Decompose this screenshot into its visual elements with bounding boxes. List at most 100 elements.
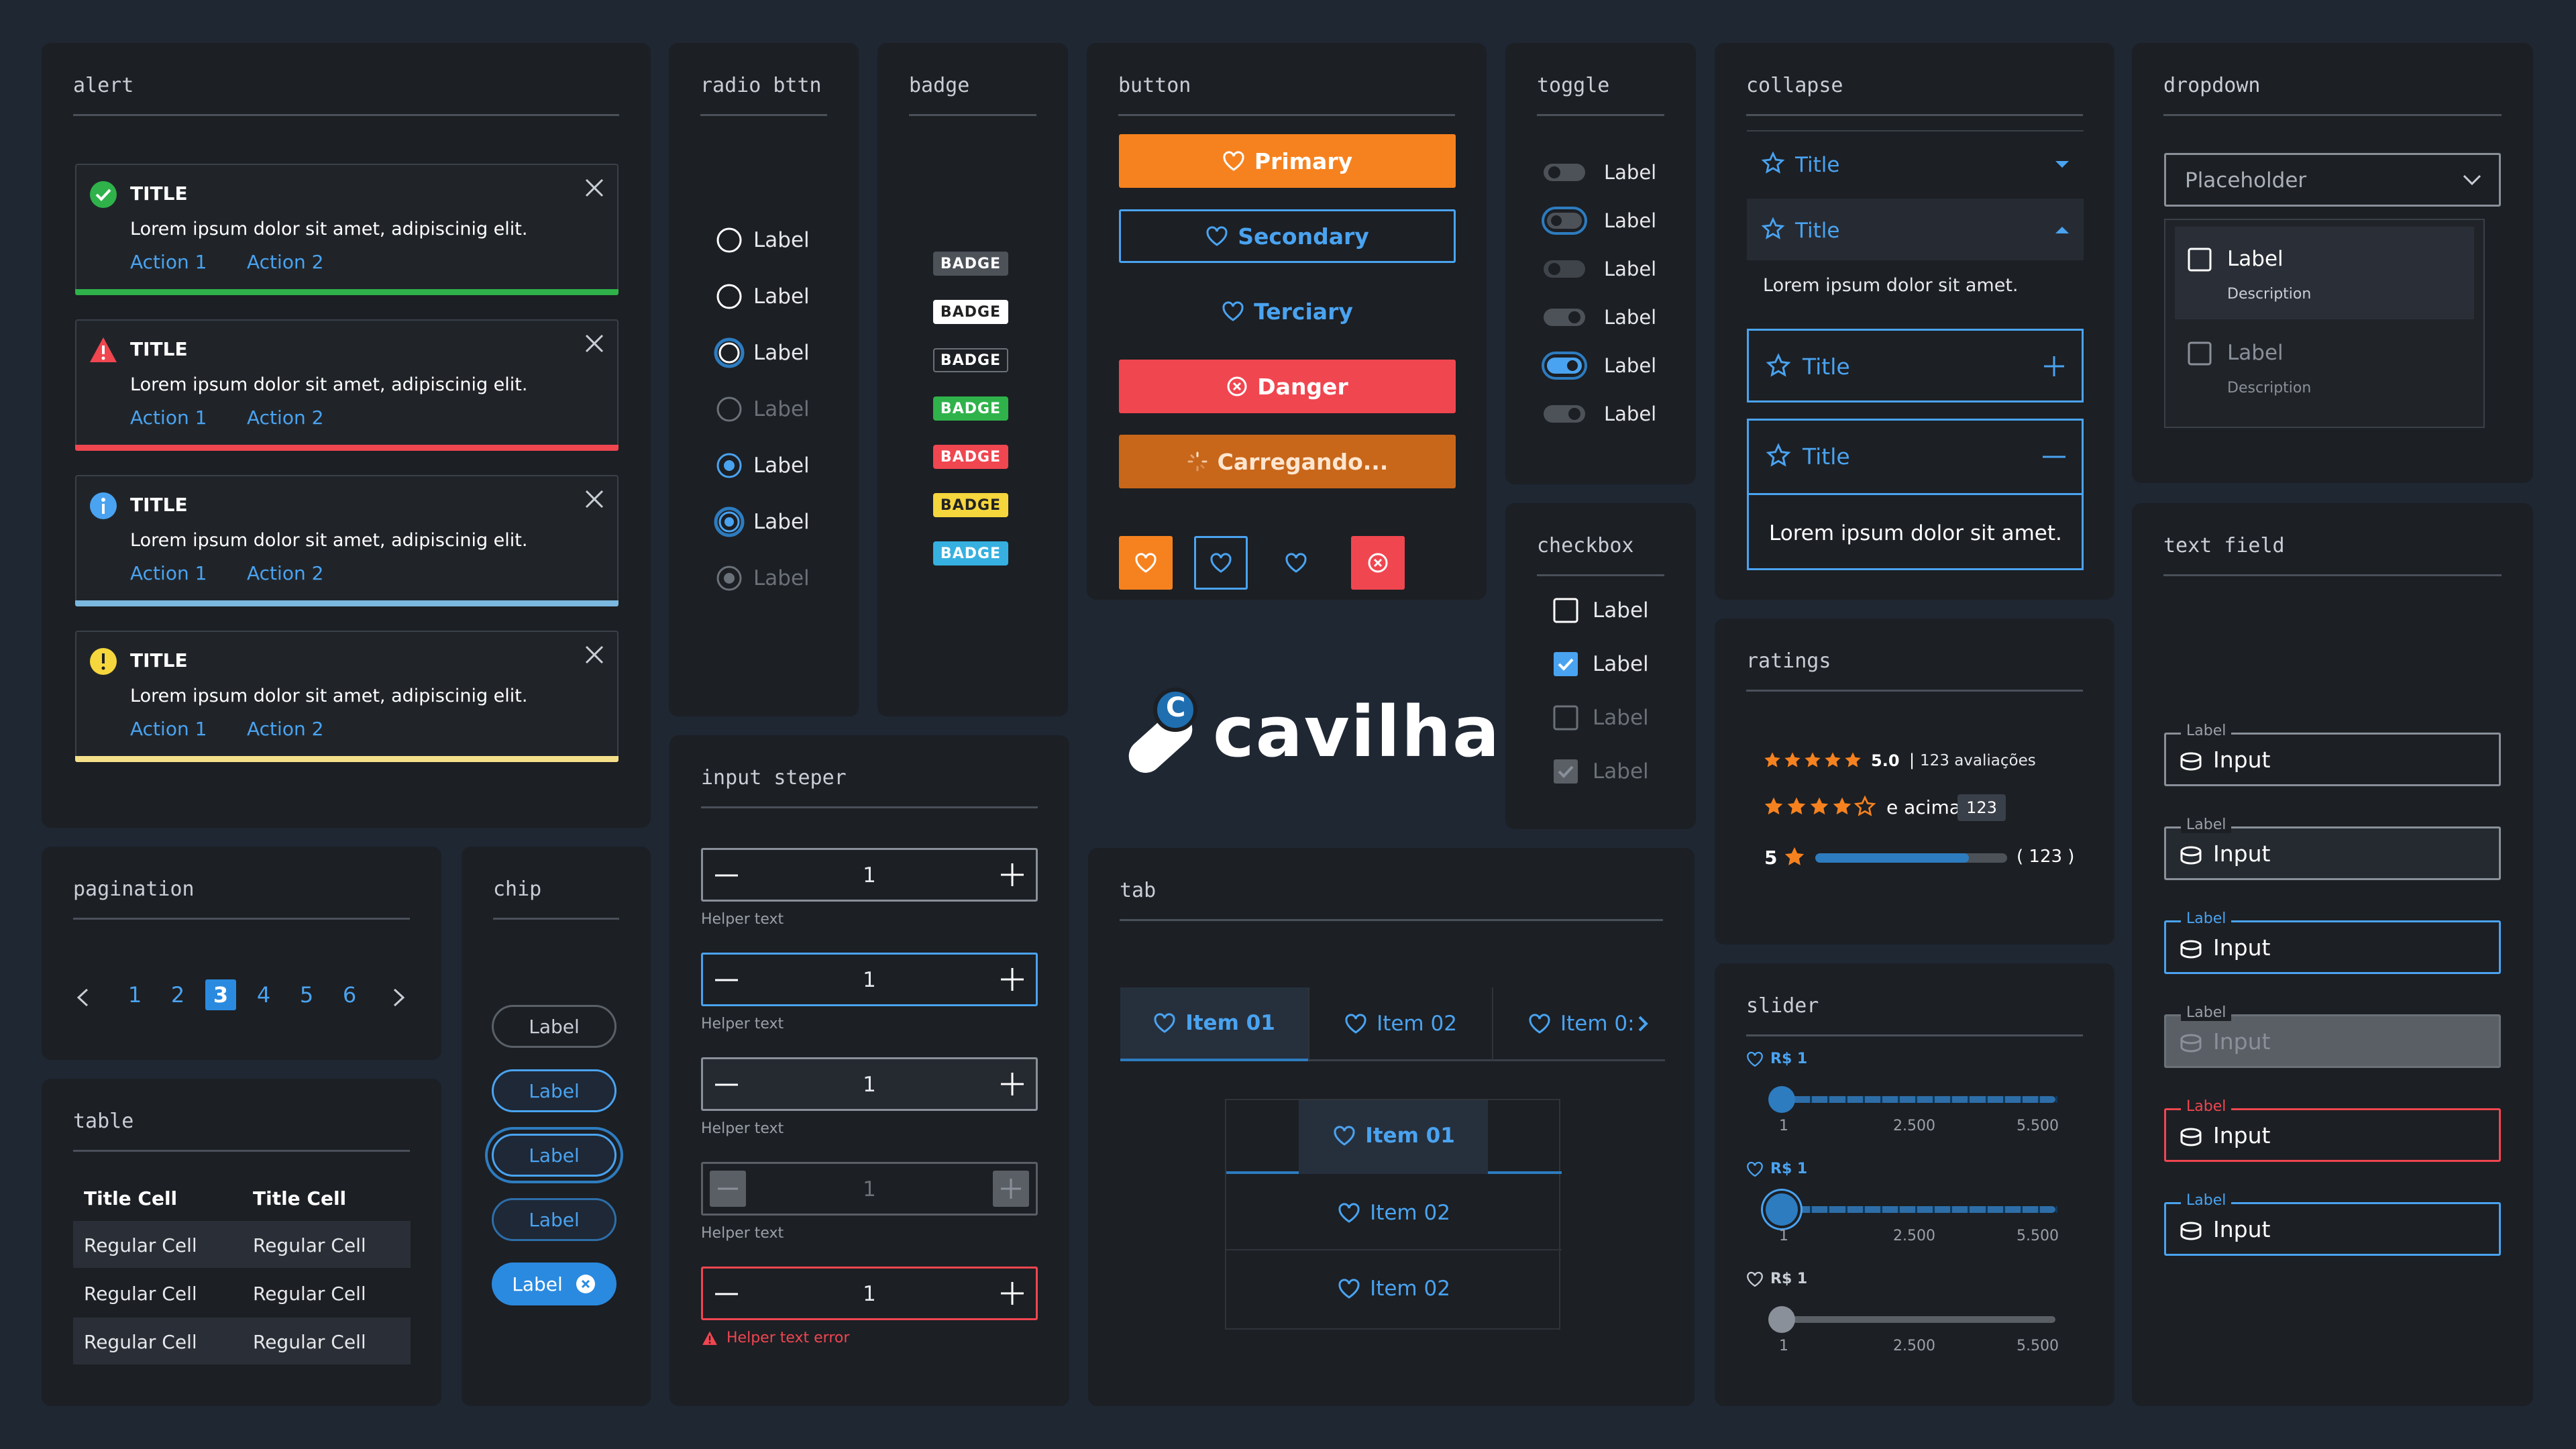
page-current[interactable]: 3 [205, 979, 236, 1010]
tertiary-button[interactable]: Terciary [1119, 284, 1456, 338]
slider-track[interactable] [1775, 1316, 2055, 1323]
checkbox[interactable]: Label [1552, 596, 1649, 625]
close-icon[interactable] [584, 488, 605, 510]
text-field-default[interactable]: Label Input [2164, 722, 2501, 786]
chip-outline[interactable]: Label [492, 1069, 616, 1112]
toggle-switch[interactable]: Label [1542, 352, 1656, 380]
slider-thumb[interactable] [1768, 1306, 1795, 1333]
checkbox-disabled[interactable]: Label [1552, 703, 1649, 733]
slider-thumb[interactable] [1766, 1193, 1798, 1226]
table-row[interactable]: Regular Cell Regular Cell [73, 1269, 411, 1316]
minus-icon[interactable] [715, 1083, 738, 1086]
close-icon[interactable] [584, 644, 605, 665]
collapse-item-expanded[interactable]: Title Lorem ipsum dolor sit amet. [1747, 419, 2084, 570]
tab-item-active[interactable]: Item 01 [1226, 1100, 1562, 1174]
dropdown-option[interactable]: Label Description [2175, 227, 2474, 319]
plus-icon[interactable] [1001, 1073, 1024, 1095]
alert-action-2[interactable]: Action 2 [247, 251, 324, 273]
text-field-error[interactable]: Label Input [2164, 1098, 2501, 1162]
page-number[interactable]: 1 [127, 982, 142, 1008]
stepper-value[interactable]: 1 [863, 1177, 876, 1201]
chevron-right-icon[interactable] [1638, 1015, 1648, 1032]
radio-button[interactable]: Label [714, 506, 810, 537]
close-circle-icon[interactable] [575, 1273, 596, 1295]
tab-item[interactable]: Item 02 [1226, 1177, 1562, 1250]
primary-button[interactable]: Primary [1119, 134, 1456, 188]
tab-item[interactable]: Item 0: [1492, 987, 1665, 1061]
chevron-right-icon[interactable] [392, 987, 407, 1008]
close-icon[interactable] [584, 177, 605, 199]
alert-action-2[interactable]: Action 2 [247, 718, 324, 740]
collapse-item-open[interactable]: Title [1747, 199, 2084, 260]
helper-text-error: Helper text error [701, 1330, 849, 1346]
tab-item[interactable]: Item 02 [1226, 1252, 1562, 1326]
alert-action-1[interactable]: Action 1 [130, 718, 207, 740]
toggle-switch-disabled[interactable]: Label [1542, 256, 1656, 282]
table-row[interactable]: Regular Cell Regular Cell [73, 1221, 411, 1268]
page-number[interactable]: 6 [342, 982, 357, 1008]
text-field-disabled[interactable]: Label Input [2164, 1004, 2501, 1068]
stepper-value[interactable]: 1 [863, 1073, 876, 1097]
toggle-switch[interactable]: Label [1542, 207, 1656, 235]
radio-button-disabled[interactable]: Label [716, 396, 810, 423]
slider-track[interactable] [1775, 1096, 2057, 1103]
alert-action-1[interactable]: Action 1 [130, 562, 207, 584]
danger-button[interactable]: Danger [1119, 360, 1456, 413]
plus-icon[interactable] [1001, 1282, 1024, 1305]
alert-action-2[interactable]: Action 2 [247, 407, 324, 429]
collapse-item-closed[interactable]: Title [1747, 329, 2084, 402]
alert-action-1[interactable]: Action 1 [130, 251, 207, 273]
tab-item[interactable]: Item 02 [1308, 987, 1492, 1061]
minus-icon[interactable] [715, 874, 738, 877]
star-outline-icon [1761, 217, 1785, 239]
icon-button-primary[interactable] [1119, 536, 1173, 590]
alert-action-2[interactable]: Action 2 [247, 562, 324, 584]
stepper-value[interactable]: 1 [863, 1282, 876, 1306]
stepper-value[interactable]: 1 [863, 863, 876, 888]
close-icon[interactable] [584, 333, 605, 354]
toggle-switch[interactable]: Label [1542, 304, 1656, 331]
stepper-value[interactable]: 1 [863, 968, 876, 992]
increment-button[interactable] [993, 1171, 1029, 1207]
icon-button-secondary[interactable] [1194, 536, 1248, 590]
dropdown-select[interactable]: Placeholder [2164, 153, 2501, 207]
chip-removable[interactable]: Label [492, 1263, 616, 1305]
icon-button-danger[interactable] [1351, 536, 1405, 590]
checkbox[interactable]: Label [1552, 649, 1649, 679]
heart-icon [1222, 301, 1244, 321]
radio-button-disabled[interactable]: Label [716, 565, 810, 592]
page-number[interactable]: 4 [256, 982, 271, 1008]
page-number[interactable]: 5 [299, 982, 314, 1008]
radio-button[interactable]: Label [714, 337, 810, 368]
plus-icon[interactable] [1001, 968, 1024, 991]
radio-label: Label [753, 228, 810, 252]
slider-track[interactable] [1775, 1206, 2057, 1213]
chip-focus[interactable]: Label [492, 1134, 616, 1177]
dropdown-option[interactable]: Label Description [2175, 321, 2474, 413]
tab-item-active[interactable]: Item 01 [1120, 987, 1308, 1061]
chip-default[interactable]: Label [492, 1005, 616, 1048]
radio-button[interactable]: Label [716, 452, 810, 479]
toggle-switch-disabled[interactable]: Label [1542, 400, 1656, 427]
slider-thumb[interactable] [1768, 1086, 1795, 1113]
toggle-switch[interactable]: Label [1542, 159, 1656, 186]
text-field-focus[interactable]: Label Input [2164, 910, 2501, 974]
radio-button[interactable]: Label [716, 283, 810, 310]
radio-button[interactable]: Label [716, 227, 810, 254]
decrement-button[interactable] [710, 1171, 746, 1207]
alert-action-1[interactable]: Action 1 [130, 407, 207, 429]
table-row[interactable]: Regular Cell Regular Cell [73, 1318, 411, 1364]
checkbox-disabled[interactable]: Label [1552, 757, 1649, 786]
secondary-button[interactable]: Secondary [1119, 209, 1456, 263]
minus-icon[interactable] [715, 979, 738, 981]
text-field-filled[interactable]: Label Input [2164, 816, 2501, 880]
collapse-item-closed[interactable]: Title [1747, 134, 2084, 195]
text-field-active[interactable]: Label Input [2164, 1192, 2501, 1256]
icon-button-tertiary[interactable] [1269, 536, 1323, 590]
plus-icon[interactable] [1001, 863, 1024, 886]
minus-icon[interactable] [715, 1293, 738, 1295]
page-number[interactable]: 2 [170, 982, 185, 1008]
loading-button[interactable]: Carregando... [1119, 435, 1456, 488]
chevron-left-icon[interactable] [75, 987, 90, 1008]
chip-selected[interactable]: Label [492, 1198, 616, 1241]
